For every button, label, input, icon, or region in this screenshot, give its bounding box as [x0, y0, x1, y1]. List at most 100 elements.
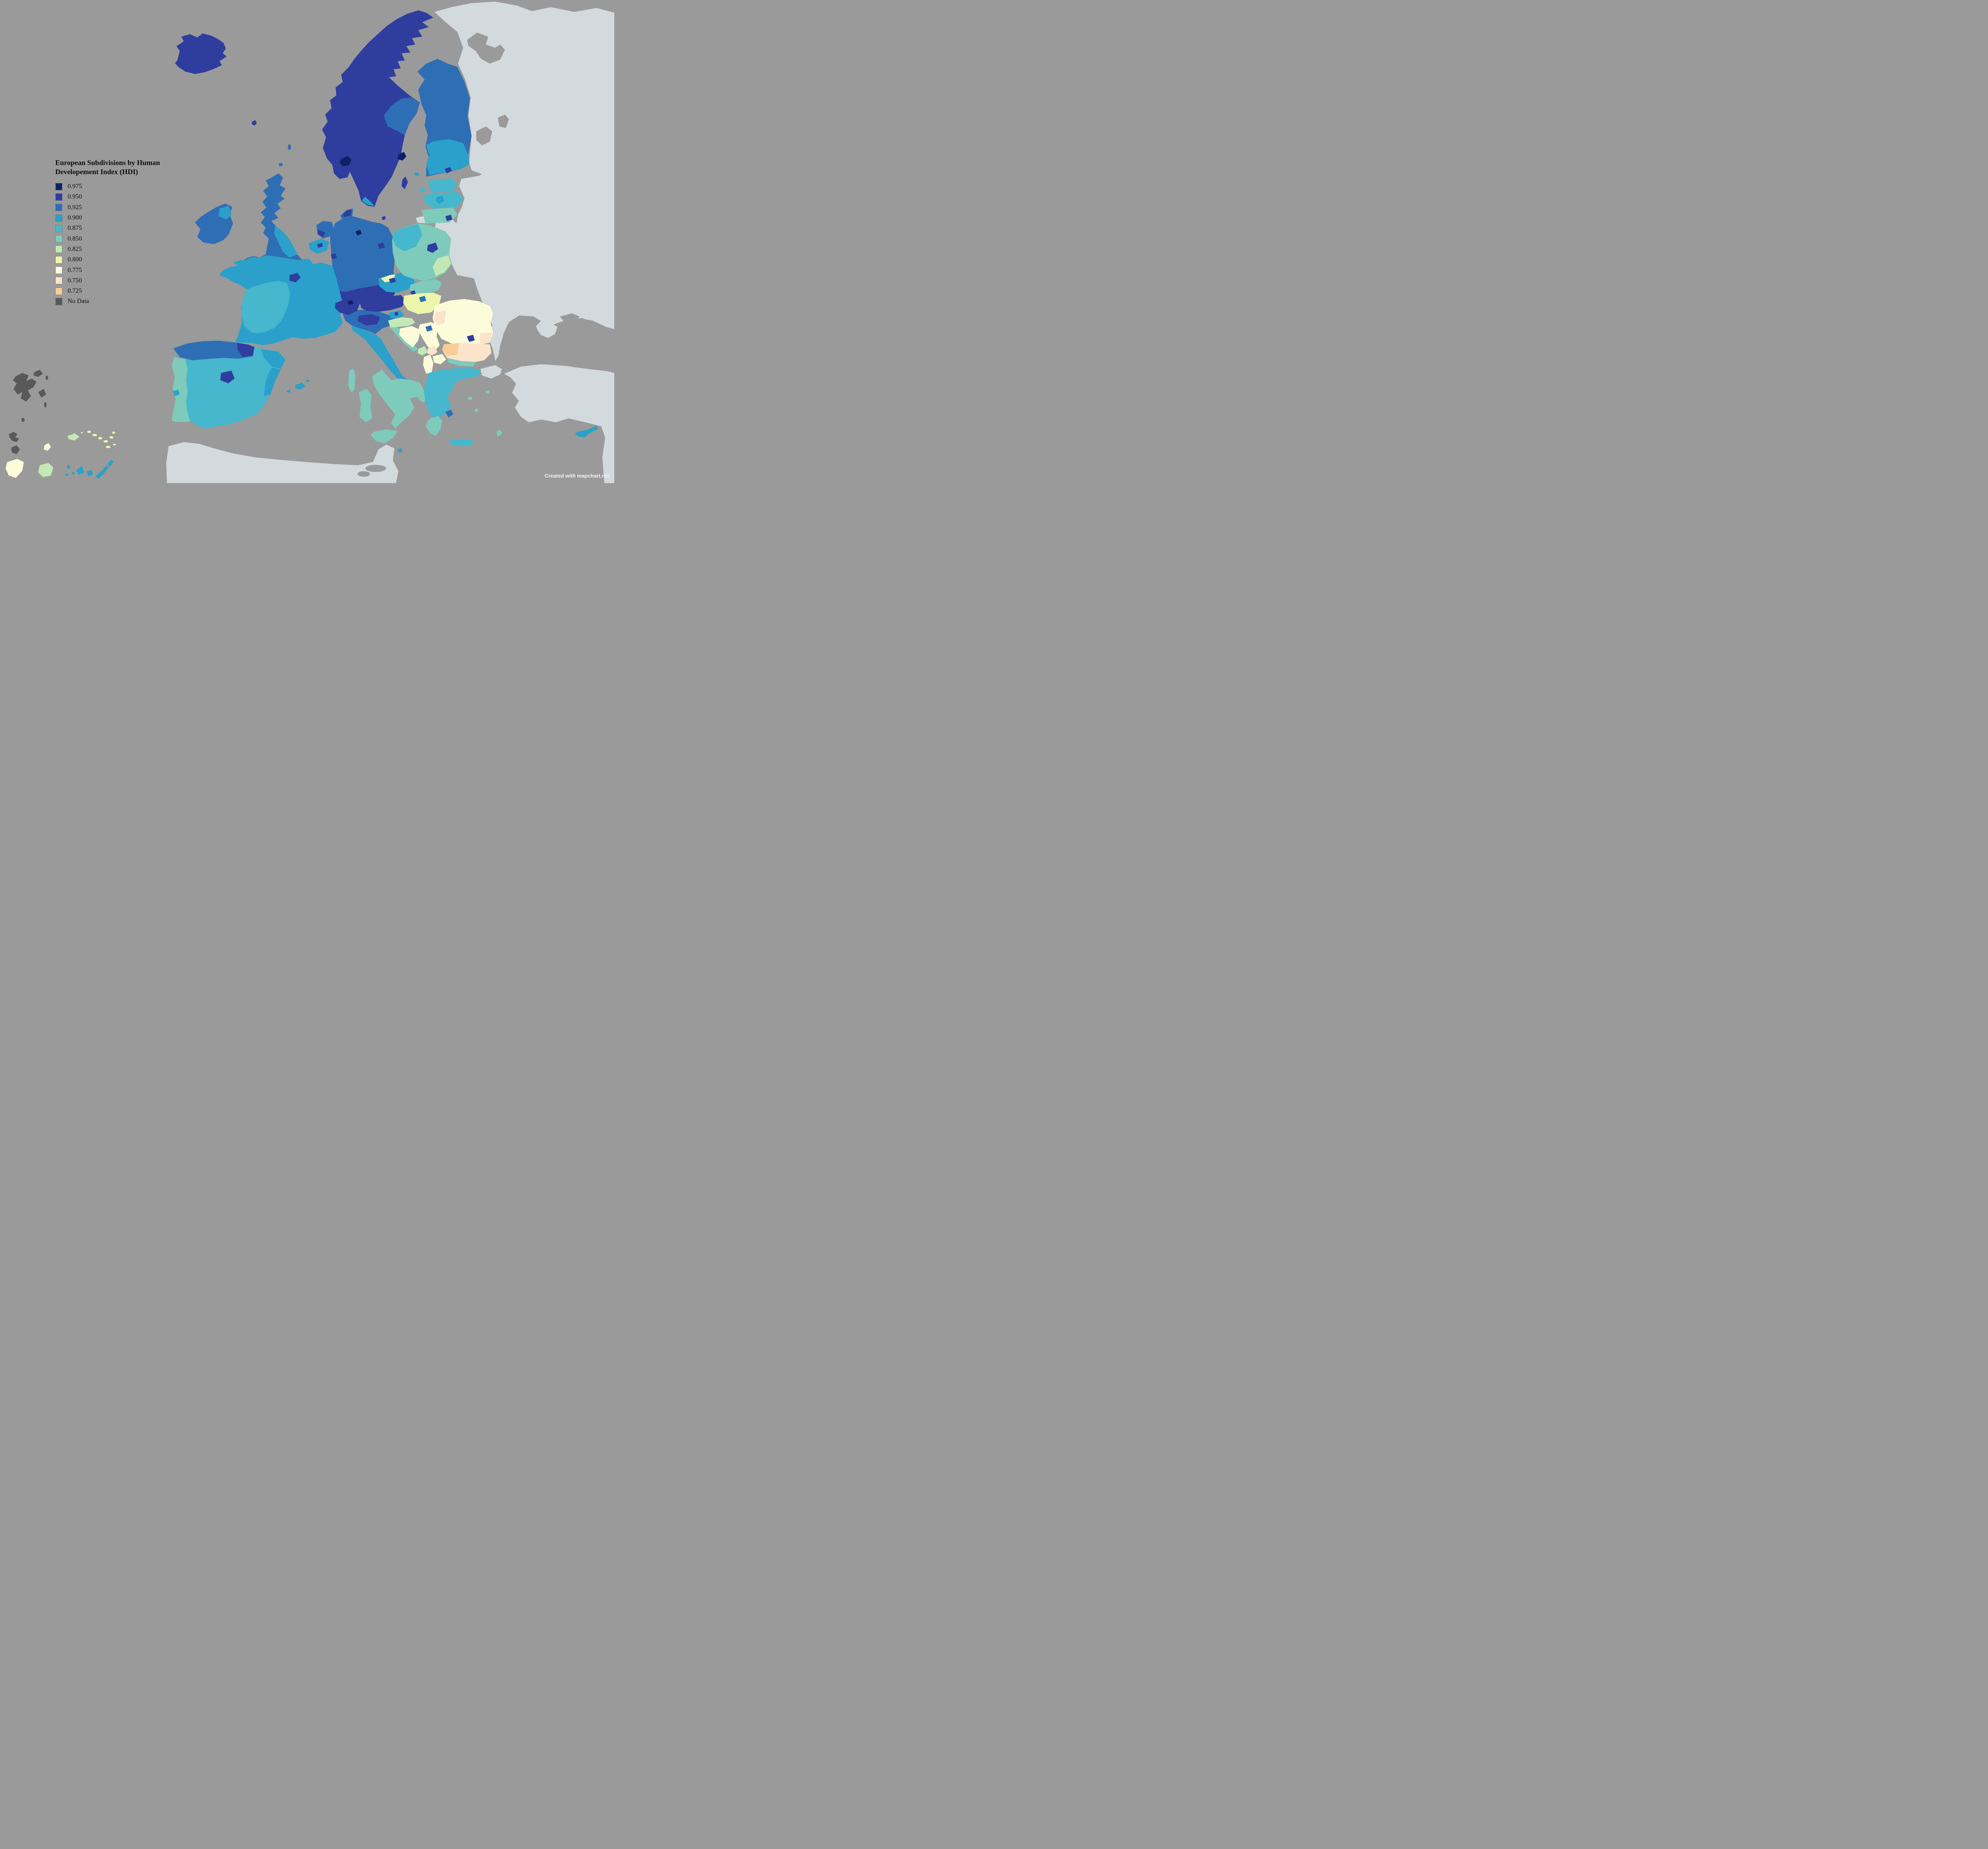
region-saaremaa[interactable] [419, 188, 426, 192]
region-bratislava[interactable] [410, 290, 416, 295]
region-north-macedonia[interactable] [433, 354, 446, 364]
region-svalbard-islet-3[interactable] [21, 418, 25, 422]
region-lanzarote[interactable] [107, 460, 114, 467]
region-el-hierro[interactable] [65, 474, 68, 476]
region-north-sweden[interactable] [384, 97, 420, 135]
region-bornholm[interactable] [382, 216, 386, 220]
region-northern-ireland[interactable] [219, 206, 231, 219]
region-aegean-island-2[interactable] [474, 409, 478, 412]
region-catalonia[interactable] [261, 349, 285, 369]
region-athens[interactable] [445, 410, 453, 418]
region-corsica[interactable] [348, 368, 355, 393]
region-west-romania[interactable] [433, 310, 446, 325]
region-azores-8[interactable] [113, 444, 116, 445]
region-ibiza[interactable] [287, 390, 291, 392]
region-brussels[interactable] [317, 243, 323, 248]
region-helsinki[interactable] [445, 167, 452, 173]
region-malta[interactable] [398, 448, 402, 453]
region-greece[interactable] [424, 368, 481, 418]
region-portugal[interactable] [172, 357, 190, 422]
region-azores-5[interactable] [109, 436, 113, 439]
region-estonia[interactable] [427, 178, 457, 193]
region-riga[interactable] [436, 196, 445, 204]
region-french-guiana[interactable] [6, 459, 24, 478]
region-switzerland[interactable] [335, 299, 359, 315]
region-sicily[interactable] [371, 429, 398, 444]
region-hungary[interactable] [403, 293, 441, 314]
region-faroe-islands[interactable] [252, 120, 257, 126]
region-bucharest[interactable] [467, 335, 475, 342]
region-northeast-england[interactable] [274, 225, 297, 258]
region-southwest-bulgaria[interactable] [447, 358, 476, 367]
region-belgrade[interactable] [425, 325, 433, 332]
region-basque-navarre[interactable] [237, 343, 254, 357]
region-north-jutland[interactable] [343, 210, 351, 217]
region-albania[interactable] [423, 355, 433, 374]
region-menorca[interactable] [306, 380, 310, 382]
region-spain[interactable] [173, 340, 285, 429]
region-west-central-france[interactable] [241, 281, 290, 333]
region-berlin[interactable] [378, 243, 385, 249]
region-madrid[interactable] [220, 371, 235, 383]
region-norway-sweden[interactable] [322, 10, 433, 207]
region-northwest-bulgaria[interactable] [442, 343, 459, 356]
region-bosnia-herzegovina[interactable] [399, 326, 421, 348]
region-fuerteventura[interactable] [95, 465, 109, 479]
region-reunion[interactable] [38, 463, 53, 477]
region-ljubljana[interactable] [394, 312, 398, 316]
region-croatia[interactable] [388, 317, 415, 328]
region-sardinia[interactable] [359, 389, 372, 422]
region-southeast-poland[interactable] [433, 255, 451, 276]
region-southeast-romania[interactable] [480, 332, 492, 344]
region-kosovo[interactable] [427, 346, 437, 355]
region-mayotte[interactable] [44, 443, 51, 451]
region-oslo[interactable] [340, 156, 351, 166]
region-romania[interactable] [433, 299, 493, 345]
region-budapest[interactable] [419, 296, 426, 302]
region-prague[interactable] [389, 278, 396, 283]
region-svalbard-edge-island[interactable] [38, 389, 46, 398]
region-azores-4[interactable] [103, 440, 108, 443]
region-slovakia[interactable] [410, 279, 442, 294]
region-svalbard-northeast-island[interactable] [33, 370, 43, 377]
region-madeira[interactable] [68, 433, 80, 441]
region-aland[interactable] [414, 173, 419, 176]
region-gotland[interactable] [402, 177, 408, 189]
region-ionian-island[interactable] [419, 396, 423, 401]
region-south-sweden-coast[interactable] [362, 197, 375, 206]
region-lombardy-emilia[interactable] [358, 314, 380, 325]
region-valencia[interactable] [264, 367, 281, 396]
region-azores-6[interactable] [112, 431, 115, 434]
region-south-italy[interactable] [372, 370, 428, 429]
region-mallorca[interactable] [295, 383, 305, 390]
region-svalbard[interactable] [13, 373, 37, 402]
region-aegean-island-1[interactable] [468, 397, 472, 400]
region-warsaw[interactable] [427, 243, 438, 253]
region-orkney[interactable] [279, 163, 283, 166]
region-svalbard-islet-2[interactable] [44, 402, 47, 408]
region-madeira-islet[interactable] [81, 432, 83, 433]
region-hamburg[interactable] [355, 230, 362, 235]
region-peloponnese[interactable] [425, 416, 442, 436]
region-ile-de-france[interactable] [289, 273, 301, 282]
region-azores-1[interactable] [87, 431, 91, 433]
region-shetland[interactable] [288, 144, 291, 150]
region-cyprus[interactable] [575, 425, 598, 437]
region-crete[interactable] [448, 439, 474, 446]
region-randstad[interactable] [318, 230, 325, 237]
region-la-gomera[interactable] [72, 472, 75, 474]
region-stockholm[interactable] [398, 152, 406, 161]
region-azores-3[interactable] [98, 437, 102, 439]
region-rhodes[interactable] [496, 429, 503, 437]
region-svalbard-islet-1[interactable] [46, 375, 48, 380]
region-serbia[interactable] [418, 322, 440, 352]
region-tenerife[interactable] [76, 466, 84, 475]
region-la-palma[interactable] [67, 465, 70, 469]
region-lisbon[interactable] [173, 390, 180, 396]
region-vilnius[interactable] [445, 215, 452, 221]
region-guadeloupe[interactable] [9, 432, 19, 442]
region-azores-7[interactable] [106, 446, 111, 448]
region-zurich[interactable] [348, 300, 353, 305]
region-austria[interactable] [360, 295, 406, 312]
region-gran-canaria[interactable] [87, 470, 93, 476]
